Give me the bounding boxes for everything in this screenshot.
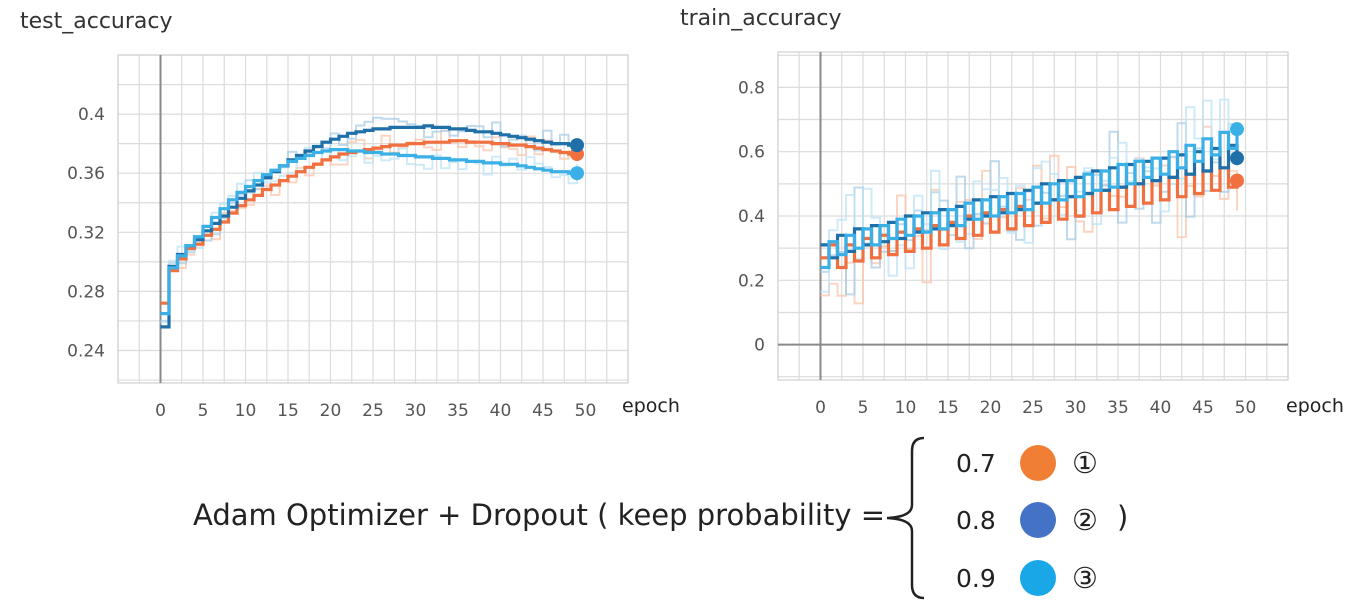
raw-series-3 [160, 143, 578, 324]
test-accuracy-title: test_accuracy [20, 9, 173, 34]
plot-frame [117, 54, 629, 384]
x-tick-label: 0 [155, 401, 166, 421]
legend-number: ① [1072, 446, 1098, 480]
legend-value: 0.8 [956, 505, 996, 535]
y-tick-label: 0.36 [67, 164, 105, 184]
x-tick-label: 40 [1150, 398, 1172, 418]
x-tick-label: 30 [1065, 398, 1087, 418]
optimizer-caption: Adam Optimizer + Dropout ( keep probabil… [193, 498, 885, 532]
legend-value: 0.7 [956, 448, 996, 478]
legend-item-3: 0.9 ③ [956, 558, 1098, 598]
x-tick-label: 15 [937, 398, 959, 418]
series-line-2 [160, 124, 577, 329]
y-tick-label: 0 [754, 336, 765, 356]
x-tick-label: 10 [235, 401, 257, 421]
y-tick-label: 0.24 [67, 341, 105, 361]
series-line-1 [820, 166, 1239, 270]
series-end-point-1 [1230, 173, 1244, 188]
raw-series-3 [820, 98, 1238, 293]
raw-series-2 [160, 116, 578, 322]
x-tick-label: 30 [405, 401, 427, 421]
series-line-2 [820, 143, 1239, 260]
legend-item-1: 0.7 ① [956, 443, 1098, 483]
x-tick-label: 25 [362, 401, 384, 421]
legend-number: ② [1072, 503, 1098, 537]
x-axis-label: epoch [622, 395, 680, 417]
series-line-3 [820, 129, 1239, 270]
x-tick-label: 15 [277, 401, 299, 421]
series-line-3 [160, 148, 577, 316]
series-end-point-2 [570, 138, 584, 153]
closing-parenthesis: ) [1117, 500, 1129, 534]
x-tick-label: 10 [895, 398, 917, 418]
legend-value: 0.9 [956, 563, 996, 593]
legend-swatch [1020, 445, 1056, 481]
x-tick-label: 50 [575, 401, 597, 421]
y-tick-label: 0.28 [67, 282, 105, 302]
y-tick-label: 0.4 [738, 207, 765, 227]
x-tick-label: 45 [1192, 398, 1214, 418]
legend-swatch [1020, 560, 1056, 596]
legend-number: ③ [1072, 561, 1098, 595]
y-tick-label: 0.8 [738, 78, 765, 98]
x-tick-label: 0 [815, 398, 826, 418]
x-tick-label: 20 [320, 401, 342, 421]
test-accuracy-plot: 0 5 10 15 20 25 30 35 40 45 50 0.24 0.28 0.32 0.36 0.4 e… [67, 54, 680, 421]
x-tick-label: 45 [532, 401, 554, 421]
legend-brace [886, 436, 925, 600]
plot-frame [777, 51, 1289, 381]
y-tick-label: 0.2 [738, 271, 765, 291]
train-accuracy-title: train_accuracy [680, 6, 842, 31]
x-tick-label: 5 [198, 401, 209, 421]
train-accuracy-plot: 0 5 10 15 20 25 30 35 40 45 50 0 0.2 0.4 0.6 0.8 epoch [738, 51, 1344, 418]
y-tick-label: 0.6 [738, 143, 765, 163]
series-end-point-3 [1230, 122, 1244, 137]
x-tick-label: 5 [858, 398, 869, 418]
x-tick-label: 40 [490, 401, 512, 421]
series-end-point-3 [570, 166, 584, 181]
legend-item-2: 0.8 ② [956, 500, 1098, 540]
x-tick-label: 25 [1022, 398, 1044, 418]
x-axis-label: epoch [1286, 395, 1344, 417]
y-tick-label: 0.32 [67, 223, 105, 243]
y-tick-label: 0.4 [78, 105, 105, 125]
x-tick-label: 35 [1107, 398, 1129, 418]
x-tick-label: 20 [980, 398, 1002, 418]
series-end-point-2 [1230, 151, 1244, 166]
x-tick-label: 50 [1235, 398, 1257, 418]
legend-swatch [1020, 502, 1056, 538]
x-tick-label: 35 [447, 401, 469, 421]
